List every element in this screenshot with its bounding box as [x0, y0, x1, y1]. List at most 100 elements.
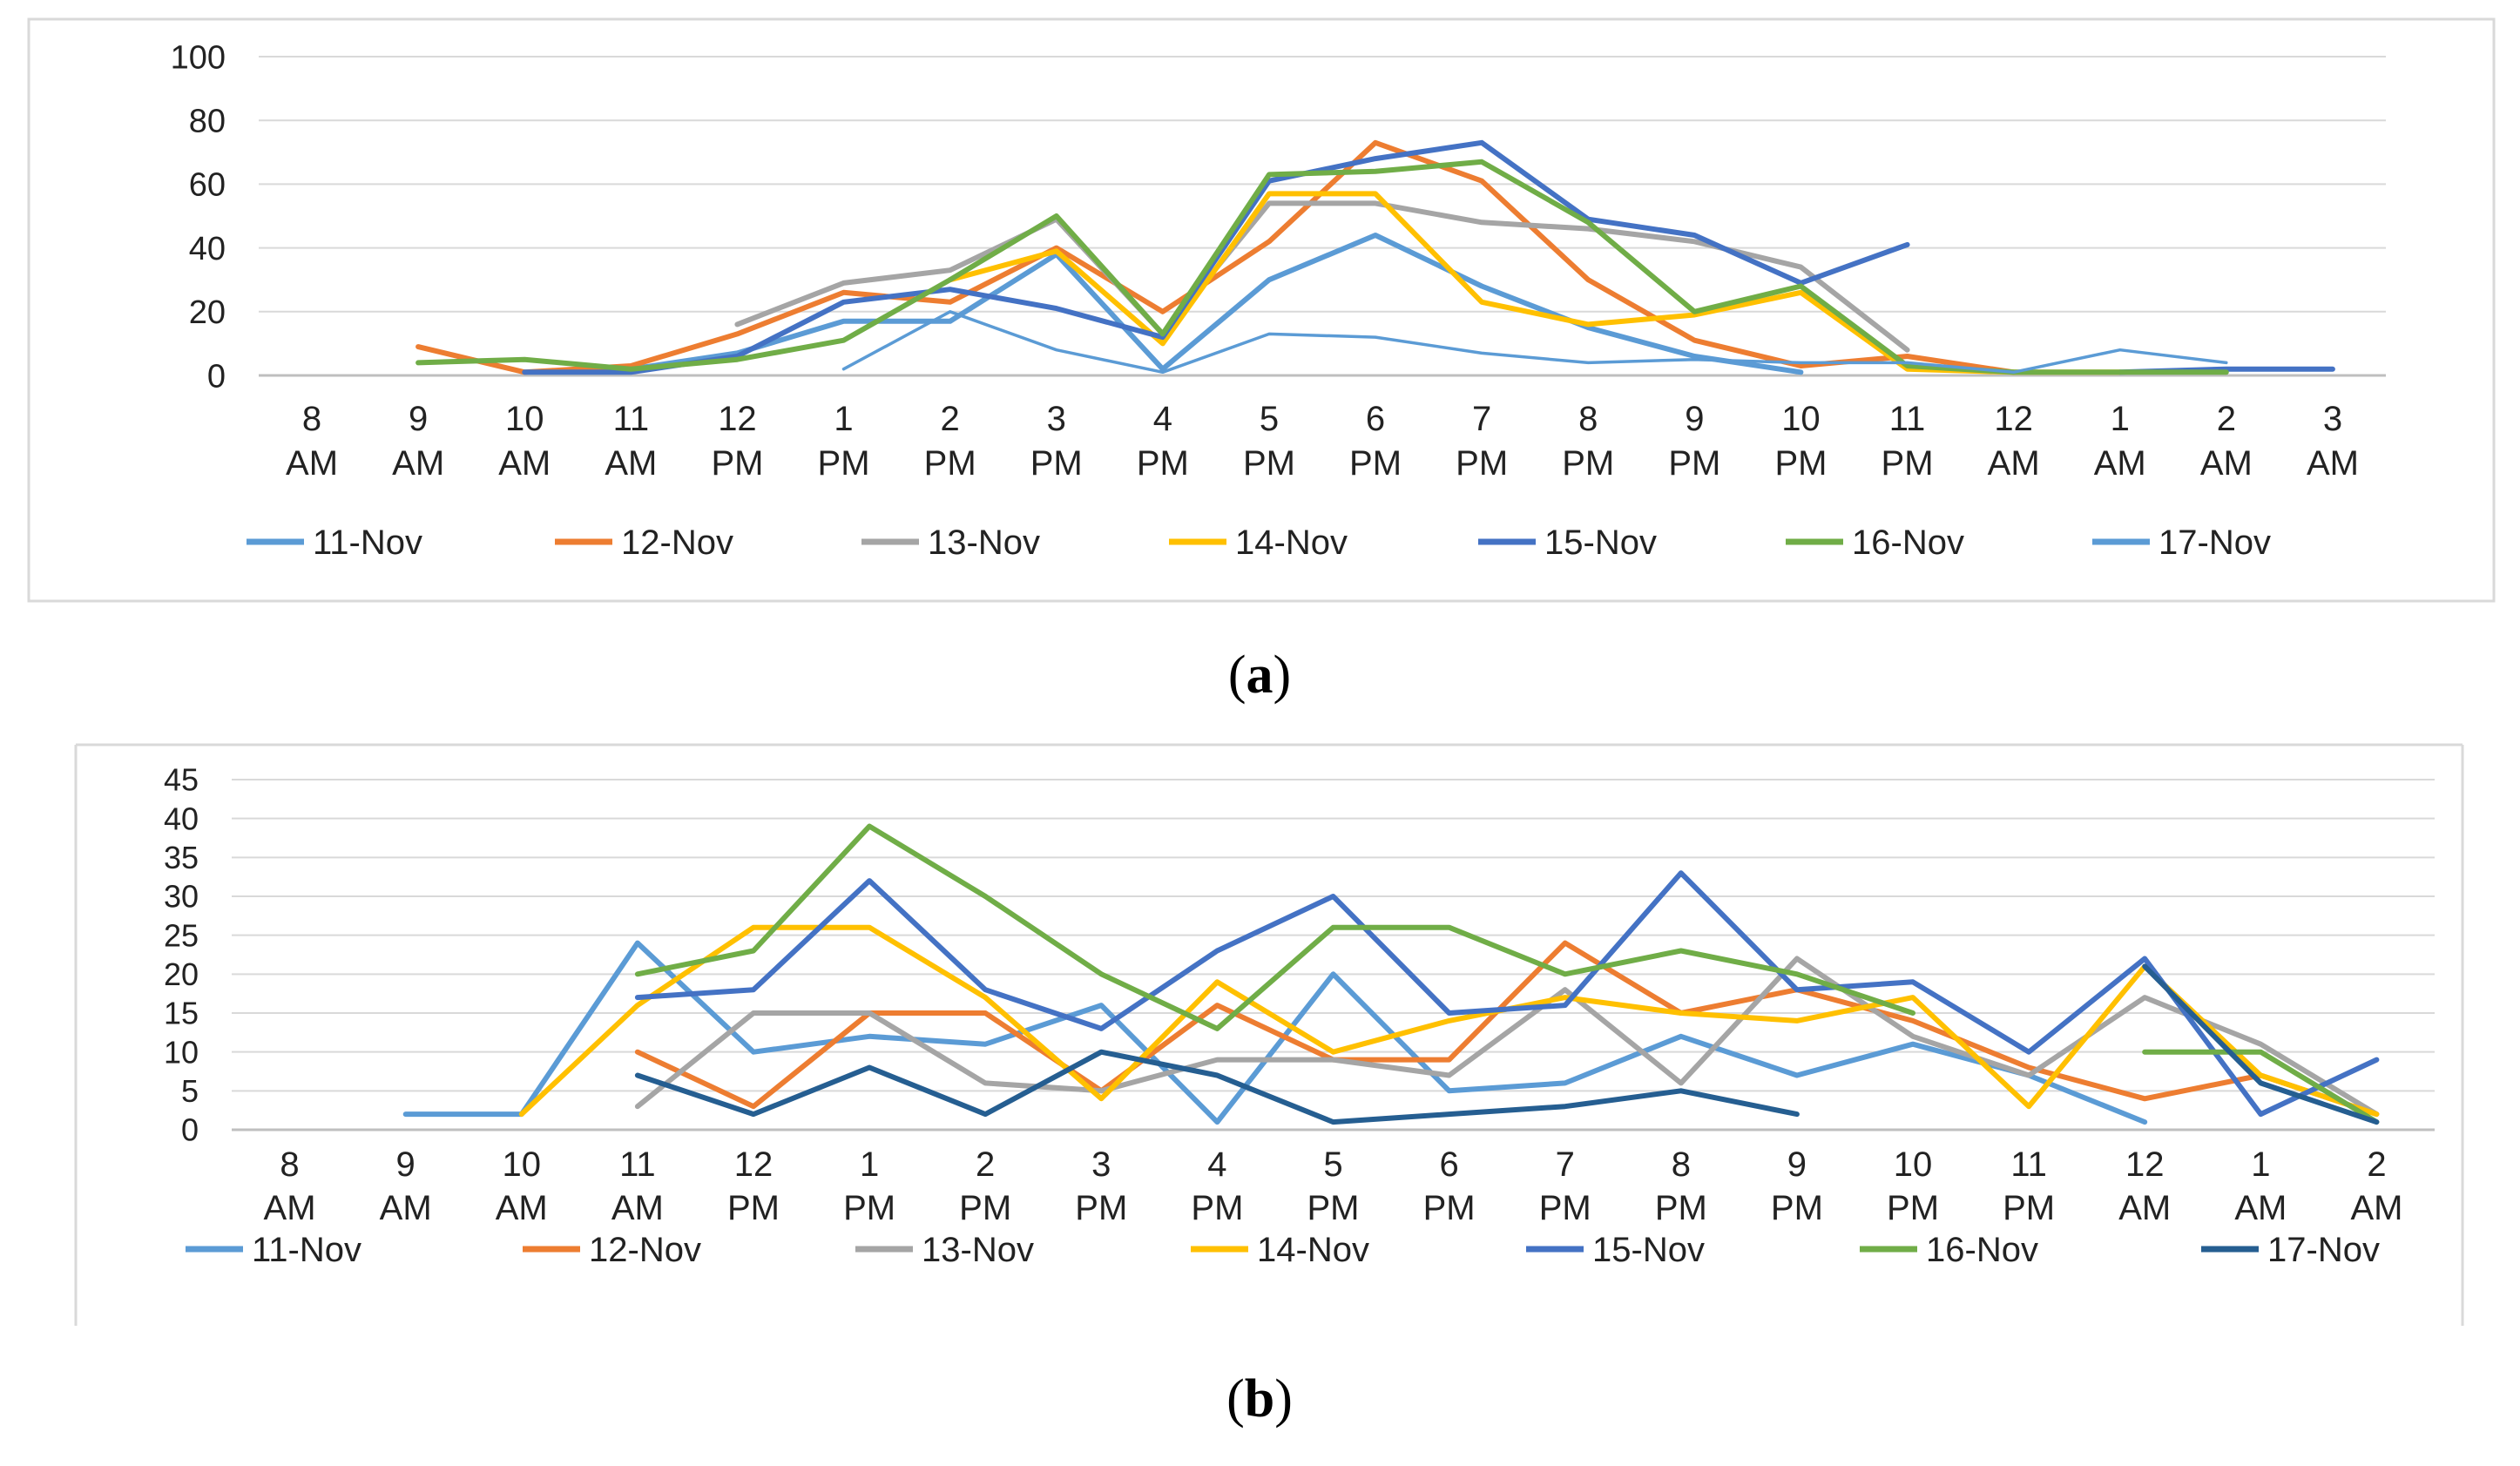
y-tick-label: 35: [164, 840, 199, 875]
x-tick-label: 12 PM: [727, 1145, 780, 1227]
y-tick-label: 15: [164, 996, 199, 1031]
legend-item-15-nov: 15-Nov: [1478, 524, 1657, 562]
series-segment: [947, 191, 2123, 375]
series-segment: [634, 940, 2380, 1118]
x-tick-label: 9 AM: [380, 1145, 432, 1227]
x-tick-label: 5 PM: [1243, 400, 1295, 483]
x-tick-label: 3 PM: [1030, 400, 1083, 483]
x-tick-label: 5 PM: [1307, 1145, 1360, 1227]
legend-item-13-nov: 13-Nov: [861, 524, 1040, 562]
x-tick-label: 10 AM: [496, 1145, 548, 1227]
legend-item-14-nov: 14-Nov: [1191, 1231, 1369, 1269]
x-tick-label: 11 PM: [1882, 400, 1934, 483]
legend-item-11-nov: 11-Nov: [186, 1231, 361, 1269]
y-tick-label: 10: [164, 1034, 199, 1070]
legend-item-14-nov: 14-Nov: [1169, 524, 1348, 562]
gridlines: [259, 56, 2386, 377]
y-tick-label: 40: [164, 801, 199, 836]
x-tick-label: 2 PM: [959, 1145, 1011, 1227]
legend: 11-Nov 12-Nov 13-Nov 14-Nov 15-Nov 16-Nov 17-N…: [186, 1231, 2380, 1269]
legend-label: 14-Nov: [1235, 524, 1348, 562]
legend-item-11-nov: 11-Nov: [247, 524, 422, 562]
series-segment: [628, 233, 1804, 375]
legend-label: 14-Nov: [1257, 1231, 1369, 1269]
y-tick-label: 20: [189, 294, 226, 331]
x-tick-label: 4 PM: [1191, 1145, 1243, 1227]
y-tick-label: 100: [171, 39, 226, 76]
x-tick-label: 12 PM: [711, 400, 763, 483]
x-tick-label: 10 PM: [1774, 400, 1827, 483]
y-tick-label: 60: [189, 167, 226, 204]
series-segment: [518, 924, 2380, 1118]
x-tick-label: 8 PM: [1655, 1145, 1707, 1227]
legend-label: 12-Nov: [621, 524, 733, 562]
y-tick-label: 25: [164, 917, 199, 953]
x-tick-label: 2 AM: [2200, 400, 2253, 483]
x-tick-label: 11 PM: [2003, 1145, 2055, 1227]
x-tick-label: 1 PM: [843, 1145, 895, 1227]
series-lines: [402, 823, 2380, 1125]
legend-label: 11-Nov: [313, 524, 422, 562]
x-tick-label: 11 AM: [611, 1145, 664, 1227]
y-tick-label: 0: [207, 358, 226, 395]
legend-item-12-nov: 12-Nov: [555, 524, 733, 562]
y-tick-label: 5: [181, 1073, 199, 1109]
x-tick-label: 7 PM: [1539, 1145, 1591, 1227]
series-segment: [415, 159, 2229, 375]
y-tick-label: 45: [164, 762, 199, 798]
legend-label: 15-Nov: [1592, 1231, 1705, 1269]
series-segment: [415, 139, 2017, 375]
legend-item-16-nov: 16-Nov: [1860, 1231, 2038, 1269]
x-tick-label: 3 AM: [2307, 400, 2359, 483]
legend-label: 17-Nov: [2267, 1231, 2380, 1269]
legend-item-12-nov: 12-Nov: [523, 1231, 701, 1269]
x-tick-label: 7 PM: [1456, 400, 1508, 483]
x-tick-label: 6 PM: [1349, 400, 1402, 483]
legend-label: 15-Nov: [1544, 524, 1657, 562]
series-line-17-nov: [634, 963, 2380, 1125]
y-tick-label: 40: [189, 231, 226, 267]
legend-label: 12-Nov: [589, 1231, 701, 1269]
x-tick-label: 6 PM: [1423, 1145, 1476, 1227]
x-tick-label: 10 PM: [1887, 1145, 1939, 1227]
legend-item-17-nov: 17-Nov: [2092, 524, 2271, 562]
legend-label: 16-Nov: [1852, 524, 1964, 562]
legend-item-17-nov: 17-Nov: [2201, 1231, 2380, 1269]
x-tick-label: 8 AM: [264, 1145, 316, 1227]
series-line-16-nov: [415, 159, 2229, 375]
series-segment: [2142, 963, 2380, 1125]
legend-label: 13-Nov: [922, 1231, 1034, 1269]
x-tick-label: 1 AM: [2234, 1145, 2287, 1227]
x-tick-label: 12 AM: [2118, 1145, 2171, 1227]
x-tick-label: 1 PM: [818, 400, 870, 483]
panel-a-caption: (a): [1228, 645, 1291, 705]
legend-item-13-nov: 13-Nov: [855, 1231, 1034, 1269]
legend-item-15-nov: 15-Nov: [1526, 1231, 1705, 1269]
x-tick-label: 4 PM: [1137, 400, 1189, 483]
y-tick-label: 80: [189, 104, 226, 140]
series-line-14-nov: [518, 924, 2380, 1118]
x-axis-labels: 8 AM 9 AM 10 AM 11 AM 12 PM 1 PM 2 PM 3 PM 4 PM 5 PM 6 PM 7 PM 8…: [286, 400, 2359, 483]
x-tick-label: 12 AM: [1988, 400, 2040, 483]
series-line-11-nov: [628, 233, 1804, 375]
series-lines: [415, 139, 2335, 375]
x-tick-label: 2 AM: [2350, 1145, 2402, 1227]
legend: 11-Nov 12-Nov 13-Nov 14-Nov 15-Nov 16-Nov 17-N…: [247, 524, 2271, 562]
x-tick-label: 8 AM: [286, 400, 338, 483]
series-segment: [634, 1049, 1800, 1125]
panel-a: 0 20 40 60 80 100 8 AM 9 AM 10 AM 11 AM 12 PM 1 PM 2 PM 3 PM…: [27, 17, 2496, 603]
x-tick-label: 2 PM: [924, 400, 976, 483]
x-axis-labels: 8 AM 9 AM 10 AM 11 AM 12 PM 1 PM 2 PM 3 PM 4 PM 5 PM 6 PM 7 PM 8…: [264, 1145, 2403, 1227]
panel-a-frame: [27, 17, 2496, 603]
series-segment: [522, 139, 1910, 375]
panel-b-caption: (b): [1226, 1369, 1293, 1429]
legend-label: 11-Nov: [252, 1231, 361, 1269]
x-tick-label: 9 AM: [392, 400, 444, 483]
x-tick-label: 3 PM: [1075, 1145, 1127, 1227]
series-line-15-nov: [634, 870, 2380, 1118]
series-segment: [841, 310, 2228, 375]
y-tick-label: 30: [164, 879, 199, 915]
